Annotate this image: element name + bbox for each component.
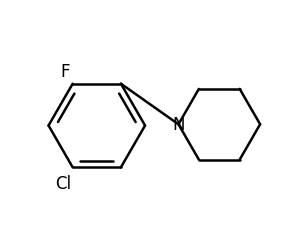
Text: N: N — [172, 116, 185, 134]
Text: F: F — [61, 62, 70, 81]
Text: Cl: Cl — [55, 175, 71, 193]
